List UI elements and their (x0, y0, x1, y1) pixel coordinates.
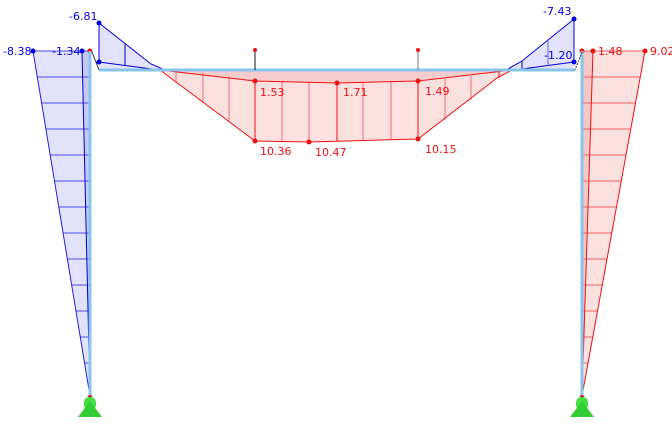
label-beam-outer-3: 10.15 (425, 143, 457, 156)
left-support-icon (78, 395, 102, 417)
label-beam-inner-2: 1.71 (343, 86, 368, 99)
left-column-diagram (30, 48, 93, 397)
label-beam-inner-1: 1.53 (260, 86, 285, 99)
label-left-col-inner: -1.34 (52, 45, 80, 58)
left-haunch-diagram (96, 20, 166, 71)
label-right-col-inner: 1.48 (598, 45, 623, 58)
right-haunch-diagram (505, 16, 577, 71)
value-labels: -8.38 -1.34 -6.81 1.53 1.71 1.49 10.36 1… (3, 5, 672, 159)
label-beam-outer-1: 10.36 (260, 145, 292, 158)
label-right-col-outer: 9.02 (650, 45, 672, 58)
beam-diagram (159, 69, 513, 145)
right-column-diagram (579, 48, 648, 397)
label-right-haunch-top: -7.43 (543, 5, 571, 18)
label-beam-inner-3: 1.49 (425, 85, 450, 98)
frame-members (88, 48, 584, 396)
right-support-icon (570, 395, 594, 417)
label-beam-outer-2: 10.47 (315, 146, 347, 159)
label-left-haunch-top: -6.81 (69, 10, 97, 23)
label-left-col-outer: -8.38 (3, 45, 31, 58)
label-right-haunch-inner: -1.20 (544, 49, 572, 62)
